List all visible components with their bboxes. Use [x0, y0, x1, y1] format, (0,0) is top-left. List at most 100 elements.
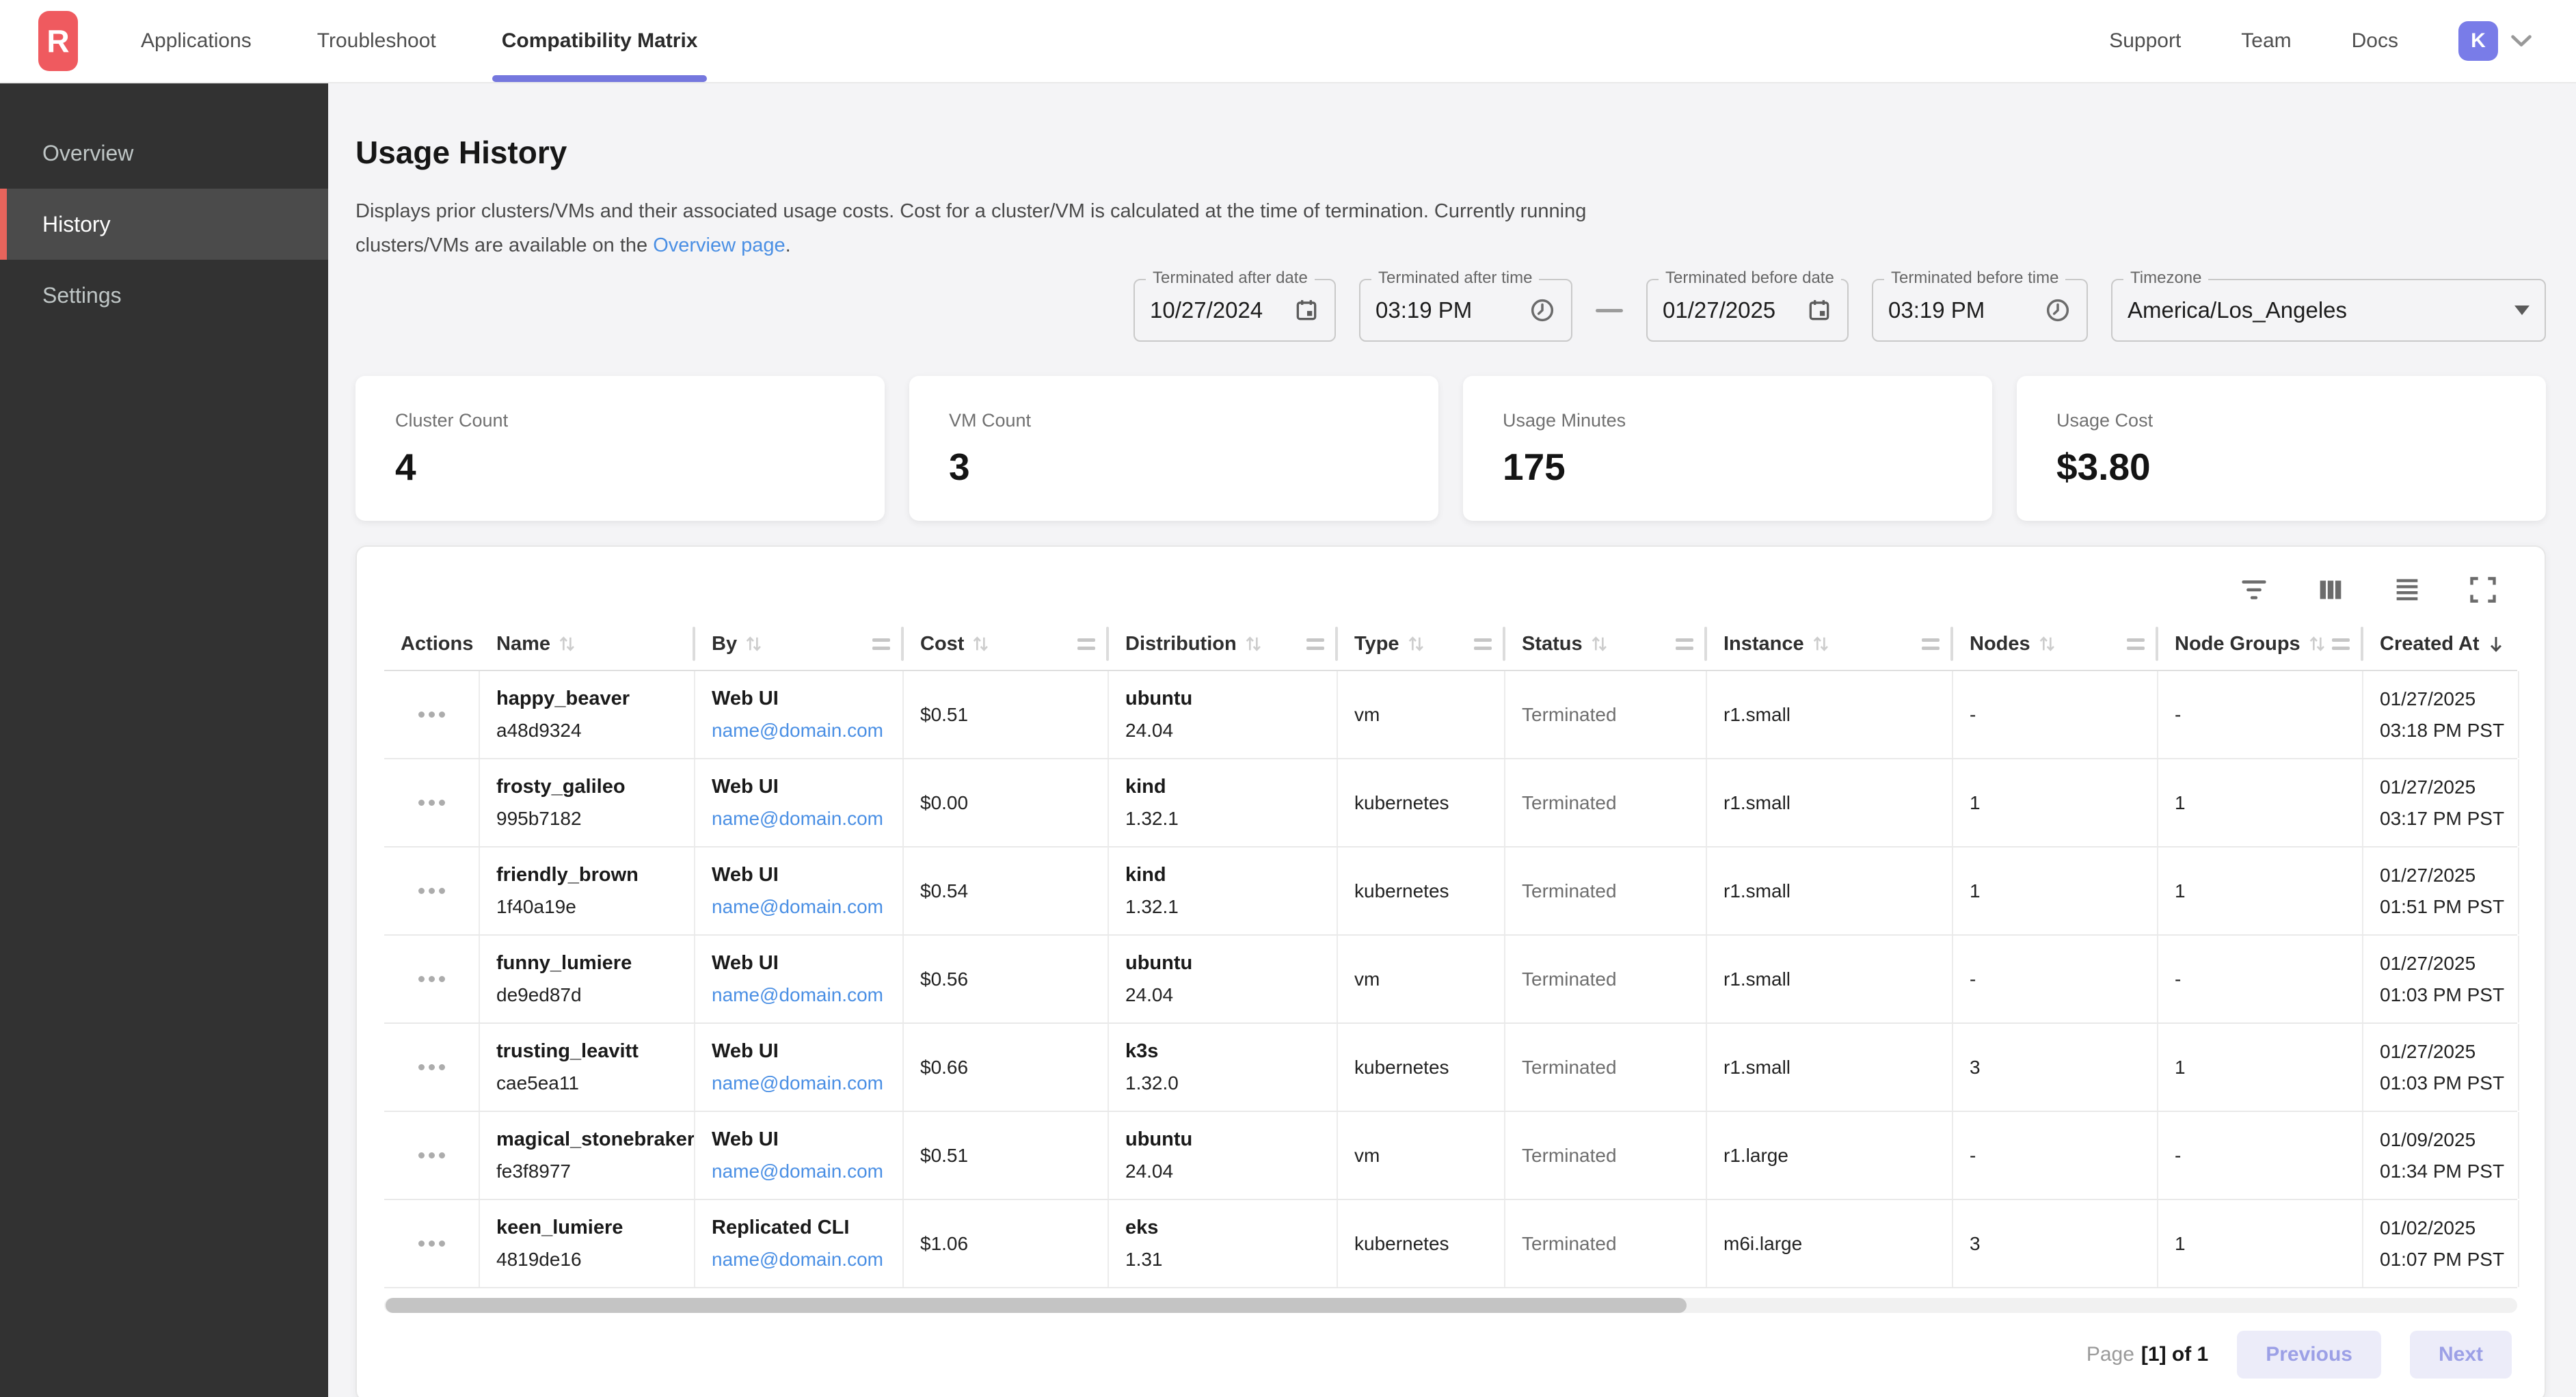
cell-node-groups: - [2158, 671, 2363, 758]
row-actions-menu-icon[interactable] [412, 705, 452, 724]
column-header-cost[interactable]: Cost [904, 618, 1109, 670]
dropdown-arrow-icon[interactable] [2514, 306, 2530, 315]
column-menu-icon[interactable] [2332, 638, 2350, 650]
column-header-type[interactable]: Type [1338, 618, 1505, 670]
created-by-email-link[interactable]: name@domain.com [712, 1161, 890, 1182]
account-menu[interactable]: K [2458, 21, 2532, 61]
column-menu-icon[interactable] [2127, 638, 2145, 650]
stat-value: 4 [395, 445, 845, 489]
created-time: 03:18 PM PST [2380, 720, 2506, 742]
nav-link-docs[interactable]: Docs [2352, 29, 2398, 53]
filter-field-terminated-before-date[interactable]: Terminated before date01/27/2025 [1646, 279, 1849, 342]
created-by-email-link[interactable]: name@domain.com [712, 720, 890, 742]
row-actions-menu-icon[interactable] [412, 1057, 452, 1077]
filter-field-timezone[interactable]: TimezoneAmerica/Los_Angeles [2111, 279, 2546, 342]
nav-link-support[interactable]: Support [2109, 29, 2181, 53]
created-by-email-link[interactable]: name@domain.com [712, 1072, 890, 1094]
cluster-name: happy_beaver [496, 688, 682, 710]
column-menu-icon[interactable] [1676, 638, 1693, 650]
cell-distribution: ubuntu24.04 [1109, 671, 1338, 758]
sort-icon[interactable] [742, 633, 764, 655]
created-by-email-link[interactable]: name@domain.com [712, 808, 890, 830]
sort-icon[interactable] [1242, 633, 1264, 655]
cell-created-at: 01/02/202501:07 PM PST [2363, 1200, 2519, 1287]
sort-icon[interactable] [1588, 633, 1610, 655]
fullscreen-icon[interactable] [2468, 575, 2498, 605]
previous-page-button[interactable]: Previous [2237, 1331, 2381, 1379]
nodes-value: 1 [1970, 880, 2145, 902]
filter-value: 03:19 PM [1888, 297, 2032, 323]
sort-icon[interactable] [969, 633, 991, 655]
next-page-button[interactable]: Next [2410, 1331, 2512, 1379]
horizontal-scrollbar-thumb[interactable] [386, 1298, 1687, 1313]
cell-actions [384, 936, 480, 1022]
column-header-nodes[interactable]: Nodes [1953, 618, 2158, 670]
column-menu-icon[interactable] [1922, 638, 1940, 650]
avatar[interactable]: K [2458, 21, 2498, 61]
nav-tab-troubleshoot[interactable]: Troubleshoot [317, 0, 436, 82]
sidebar-item-settings[interactable]: Settings [0, 260, 328, 331]
created-by-email-link[interactable]: name@domain.com [712, 1249, 890, 1271]
density-icon[interactable] [2391, 574, 2423, 606]
instance-value: r1.small [1723, 792, 1940, 814]
nodes-value: 3 [1970, 1233, 2145, 1255]
filter-icon[interactable] [2238, 574, 2270, 606]
column-label: Nodes [1970, 633, 2030, 655]
cell-distribution: ubuntu24.04 [1109, 1112, 1338, 1199]
nav-tab-compatibility-matrix[interactable]: Compatibility Matrix [502, 0, 698, 82]
cell-actions [384, 759, 480, 846]
cell-distribution: k3s1.32.0 [1109, 1024, 1338, 1111]
type-value: kubernetes [1354, 1233, 1492, 1255]
sidebar-item-history[interactable]: History [0, 189, 328, 260]
nav-link-team[interactable]: Team [2241, 29, 2291, 53]
column-menu-icon[interactable] [1077, 638, 1095, 650]
row-actions-menu-icon[interactable] [412, 1145, 452, 1165]
created-by-email-link[interactable]: name@domain.com [712, 984, 890, 1006]
created-by-email-link[interactable]: name@domain.com [712, 896, 890, 918]
node-groups-value: 1 [2175, 792, 2350, 814]
column-header-name[interactable]: Name [480, 618, 695, 670]
sort-icon[interactable] [556, 633, 578, 655]
column-header-actions[interactable]: Actions [384, 618, 480, 670]
horizontal-scrollbar-track[interactable] [384, 1298, 2517, 1313]
column-header-distribution[interactable]: Distribution [1109, 618, 1338, 670]
column-menu-icon[interactable] [1474, 638, 1492, 650]
chevron-down-icon[interactable] [2510, 35, 2532, 47]
column-header-status[interactable]: Status [1505, 618, 1707, 670]
filter-label: Timezone [2123, 269, 2208, 288]
column-header-created-at[interactable]: Created At [2363, 618, 2519, 670]
column-label: Instance [1723, 633, 1804, 655]
nav-tab-applications[interactable]: Applications [141, 0, 252, 82]
cell-node-groups: 1 [2158, 847, 2363, 934]
clock-icon[interactable] [2044, 297, 2071, 324]
sidebar-item-overview[interactable]: Overview [0, 118, 328, 189]
column-header-node-groups[interactable]: Node Groups [2158, 618, 2363, 670]
row-actions-menu-icon[interactable] [412, 881, 452, 901]
column-menu-icon[interactable] [872, 638, 890, 650]
row-actions-menu-icon[interactable] [412, 969, 452, 989]
overview-page-link[interactable]: Overview page [653, 234, 785, 256]
clock-icon[interactable] [1529, 297, 1556, 324]
column-menu-icon[interactable] [1306, 638, 1324, 650]
filter-field-terminated-before-time[interactable]: Terminated before time03:19 PM [1872, 279, 2088, 342]
sort-icon[interactable] [2306, 633, 2328, 655]
cluster-id: de9ed87d [496, 984, 682, 1006]
filter-field-terminated-after-time[interactable]: Terminated after time03:19 PM [1359, 279, 1572, 342]
filter-field-terminated-after-date[interactable]: Terminated after date10/27/2024 [1133, 279, 1336, 342]
column-header-instance[interactable]: Instance [1707, 618, 1953, 670]
sort-icon[interactable] [1405, 633, 1427, 655]
row-actions-menu-icon[interactable] [412, 793, 452, 813]
filter-label: Terminated before date [1659, 269, 1841, 288]
row-actions-menu-icon[interactable] [412, 1234, 452, 1253]
calendar-icon[interactable] [1806, 297, 1832, 323]
status-value: Terminated [1522, 704, 1693, 726]
sort-icon[interactable] [2036, 633, 2058, 655]
calendar-icon[interactable] [1293, 297, 1319, 323]
columns-icon[interactable] [2315, 574, 2346, 606]
cell-nodes: 1 [1953, 847, 2158, 934]
replicated-logo[interactable]: R [38, 11, 78, 71]
column-header-by[interactable]: By [695, 618, 904, 670]
sort-icon[interactable] [1810, 633, 1832, 655]
cell-actions [384, 1024, 480, 1111]
sorted-desc-icon[interactable] [2485, 633, 2507, 655]
